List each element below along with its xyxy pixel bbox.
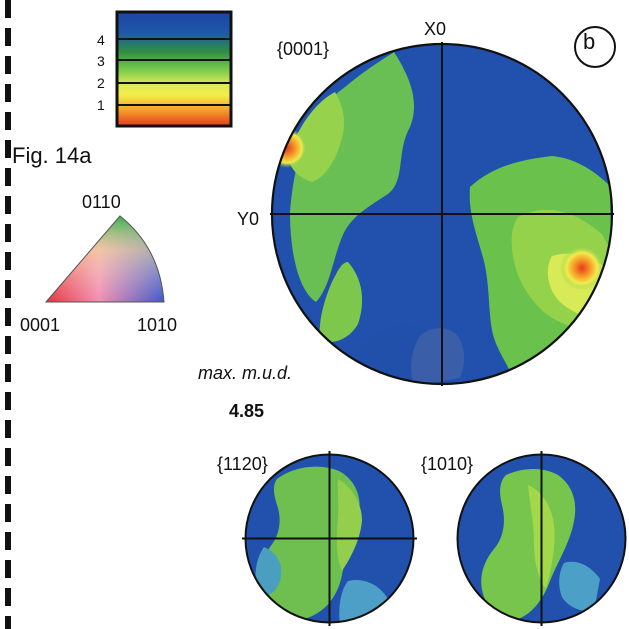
main-pole-figure: [270, 42, 614, 386]
y-axis-label: Y0: [237, 209, 260, 229]
legend-tick-3: 3: [97, 53, 105, 69]
left-border-strip: [5, 0, 11, 629]
small-pole-figure-left-title: {1120}: [217, 454, 268, 474]
max-mud-label: max. m.u.d.: [198, 363, 293, 383]
figure-side-label: Fig. 14a: [12, 143, 92, 168]
legend-tick-2: 2: [97, 75, 105, 91]
panel-label: b: [583, 29, 596, 54]
ipf-top-label: 0110: [82, 192, 121, 212]
main-pole-figure-title: {0001}: [277, 39, 330, 59]
small-pole-figure-left: [242, 451, 417, 626]
small-pole-figure-right-title: {1010}: [421, 454, 474, 474]
ipf-left-label: 0001: [20, 315, 61, 335]
legend-tick-4: 4: [97, 32, 105, 48]
density-legend: [115, 10, 233, 128]
max-mud-value: 4.85: [229, 401, 265, 421]
legend-color-bar: [115, 10, 233, 128]
legend-tick-1: 1: [97, 97, 105, 113]
ipf-right-label: 1010: [137, 315, 178, 335]
x-axis-label: X0: [424, 19, 447, 39]
panel-badge: [574, 26, 616, 68]
small-pole-figure-right: [456, 451, 627, 626]
ipf-key-triangle: [44, 215, 165, 303]
